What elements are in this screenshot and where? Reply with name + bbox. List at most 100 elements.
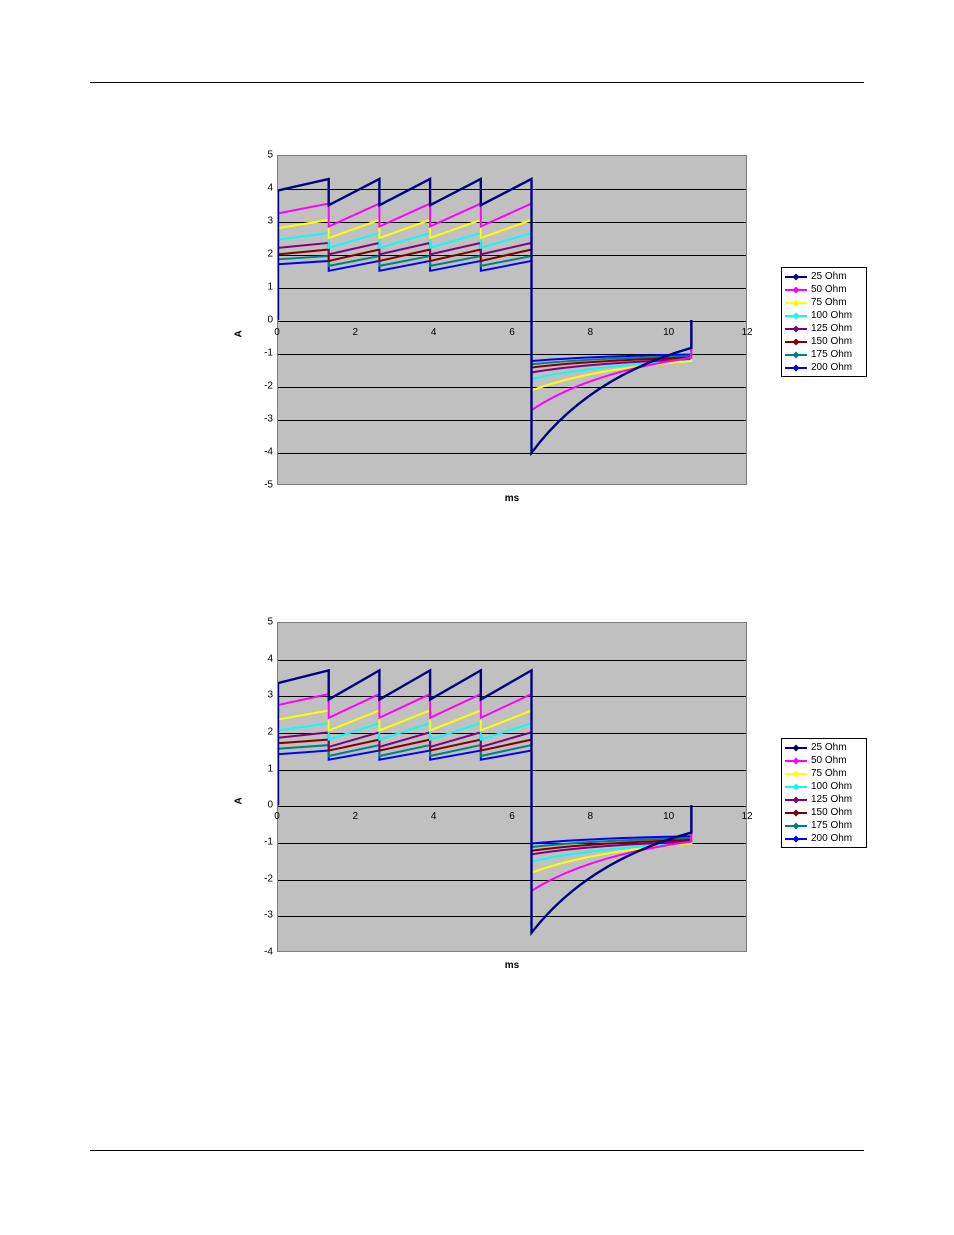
legend-item: 175 Ohm <box>785 819 863 832</box>
series-line <box>278 249 691 367</box>
plot-area <box>277 622 747 952</box>
y-tick-label: 3 <box>257 216 273 227</box>
y-tick-label: 1 <box>257 763 273 774</box>
legend-label: 25 Ohm <box>811 742 847 753</box>
y-tick-label: 4 <box>257 183 273 194</box>
series-line <box>278 256 691 364</box>
legend-swatch <box>785 747 807 749</box>
legend-item: 200 Ohm <box>785 361 863 374</box>
series-line <box>278 740 691 851</box>
series-line <box>278 179 691 453</box>
legend-label: 200 Ohm <box>811 833 852 844</box>
plot-area <box>277 155 747 485</box>
legend-swatch <box>785 289 807 291</box>
legend-label: 150 Ohm <box>811 807 852 818</box>
legend-item: 25 Ohm <box>785 270 863 283</box>
series-layer <box>278 156 746 484</box>
legend-label: 100 Ohm <box>811 310 852 321</box>
y-tick-label: 2 <box>257 249 273 260</box>
x-tick-label: 6 <box>509 327 515 338</box>
series-line <box>278 694 691 891</box>
legend-swatch <box>785 354 807 356</box>
top-rule <box>90 82 864 83</box>
bottom-rule <box>90 1150 864 1151</box>
y-tick-label: 1 <box>257 282 273 293</box>
legend-swatch <box>785 799 807 801</box>
x-tick-label: 10 <box>663 811 674 822</box>
legend-label: 200 Ohm <box>811 362 852 373</box>
y-tick-label: 5 <box>257 617 273 628</box>
legend-item: 50 Ohm <box>785 754 863 767</box>
x-tick-label: 12 <box>741 811 752 822</box>
y-tick-label: 3 <box>257 690 273 701</box>
legend-label: 25 Ohm <box>811 271 847 282</box>
y-tick-label: -3 <box>257 910 273 921</box>
y-tick-label: -1 <box>257 348 273 359</box>
legend: 25 Ohm 50 Ohm 75 Ohm 100 Ohm 125 Ohm 150 Ohm 1… <box>781 267 867 377</box>
legend-item: 25 Ohm <box>785 741 863 754</box>
x-tick-label: 6 <box>509 811 515 822</box>
y-tick-label: 2 <box>257 727 273 738</box>
legend-label: 75 Ohm <box>811 768 847 779</box>
legend-swatch <box>785 825 807 827</box>
legend-item: 150 Ohm <box>785 335 863 348</box>
legend-item: 75 Ohm <box>785 767 863 780</box>
y-axis-label: A <box>234 314 245 338</box>
series-line <box>278 243 691 373</box>
legend-label: 125 Ohm <box>811 323 852 334</box>
legend-item: 100 Ohm <box>785 780 863 793</box>
legend-swatch <box>785 341 807 343</box>
x-axis-label: ms <box>277 960 747 980</box>
legend-label: 100 Ohm <box>811 781 852 792</box>
chart-1: -5-4-3-2-1012345024681012Ams25 Ohm50 Ohm… <box>227 155 867 513</box>
legend-label: 125 Ohm <box>811 794 852 805</box>
x-tick-label: 2 <box>353 811 359 822</box>
x-tick-label: 4 <box>431 811 437 822</box>
legend-item: 50 Ohm <box>785 283 863 296</box>
y-tick-label: -2 <box>257 873 273 884</box>
y-tick-label: 0 <box>257 800 273 811</box>
x-axis-label: ms <box>277 493 747 513</box>
legend-swatch <box>785 786 807 788</box>
legend-swatch <box>785 760 807 762</box>
y-tick-label: -4 <box>257 947 273 958</box>
legend-item: 100 Ohm <box>785 309 863 322</box>
legend-item: 200 Ohm <box>785 832 863 845</box>
legend-label: 175 Ohm <box>811 349 852 360</box>
chart-2: -4-3-2-1012345024681012Ams25 Ohm50 Ohm75… <box>227 622 867 980</box>
legend-swatch <box>785 367 807 369</box>
legend-swatch <box>785 812 807 814</box>
y-axis-label: A <box>234 781 245 805</box>
legend-swatch <box>785 315 807 317</box>
y-tick-label: -2 <box>257 381 273 392</box>
x-tick-label: 10 <box>663 327 674 338</box>
x-tick-label: 2 <box>353 327 359 338</box>
legend-swatch <box>785 838 807 840</box>
legend-item: 125 Ohm <box>785 793 863 806</box>
legend-swatch <box>785 328 807 330</box>
y-tick-label: -1 <box>257 837 273 848</box>
series-line <box>278 261 691 361</box>
x-tick-label: 8 <box>588 811 594 822</box>
series-line <box>278 670 691 932</box>
legend-item: 175 Ohm <box>785 348 863 361</box>
y-tick-label: -3 <box>257 414 273 425</box>
y-tick-label: 0 <box>257 315 273 326</box>
legend-label: 75 Ohm <box>811 297 847 308</box>
legend-item: 150 Ohm <box>785 806 863 819</box>
y-tick-label: 5 <box>257 150 273 161</box>
x-tick-label: 0 <box>274 811 280 822</box>
legend-item: 125 Ohm <box>785 322 863 335</box>
legend: 25 Ohm50 Ohm75 Ohm 100 Ohm 125 Ohm 150 Ohm 1… <box>781 738 867 848</box>
y-tick-label: 4 <box>257 653 273 664</box>
series-line <box>278 745 691 847</box>
legend-swatch <box>785 773 807 775</box>
y-tick-label: -5 <box>257 480 273 491</box>
legend-label: 175 Ohm <box>811 820 852 831</box>
legend-label: 150 Ohm <box>811 336 852 347</box>
x-tick-label: 12 <box>741 327 752 338</box>
series-layer <box>278 623 746 951</box>
y-tick-label: -4 <box>257 447 273 458</box>
x-tick-label: 8 <box>588 327 594 338</box>
legend-label: 50 Ohm <box>811 284 847 295</box>
